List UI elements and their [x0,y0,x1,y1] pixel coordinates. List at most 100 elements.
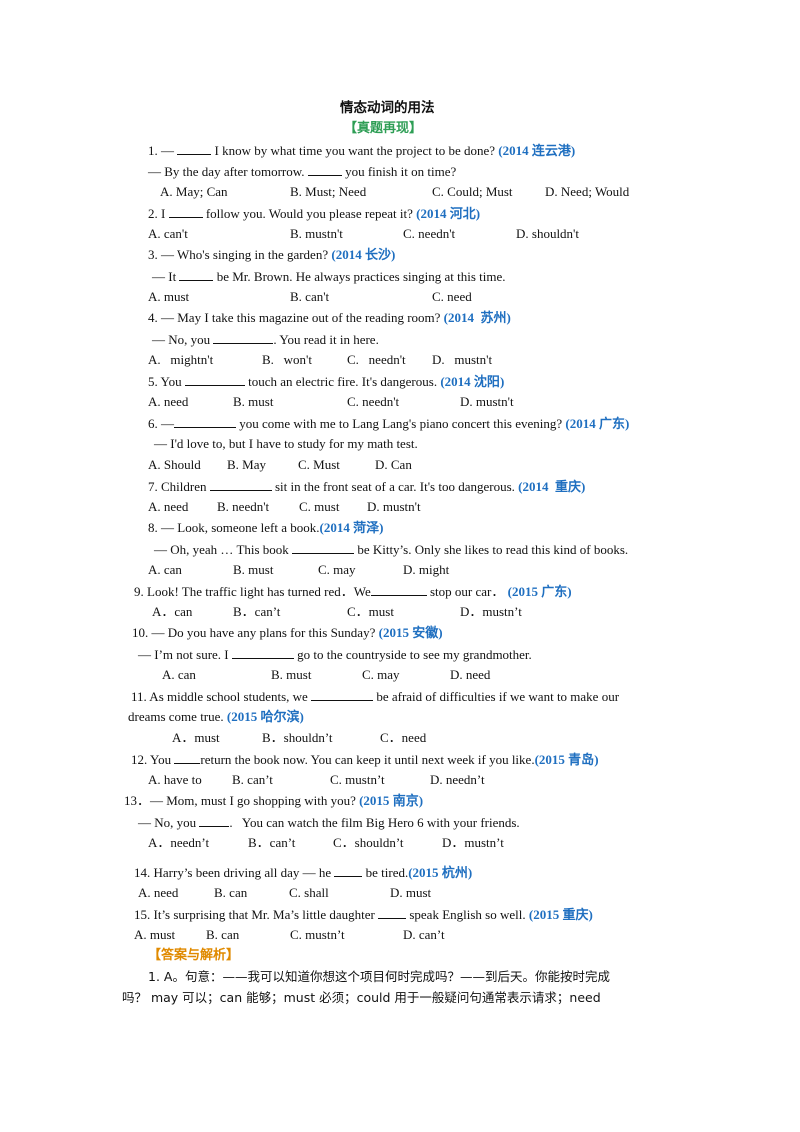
option-12a: A. have to [148,772,202,787]
source-tag: (2015 广东) [507,584,572,600]
option-6c: C. Must [298,457,340,472]
answer-blank [231,646,294,659]
question-6: 6. — you come with me to Lang Lang's pia… [148,416,630,432]
option-8a: A. can [148,562,182,577]
option-1d: D. Need; Would [545,184,630,199]
source-tag: (2015 青岛) [534,752,599,768]
question-3: 3. — Who's singing in the garden? (2014 … [148,247,396,263]
option-9a: A．can [152,604,193,619]
option-3a: A. must [148,289,190,304]
answer-blank [370,583,427,596]
option-13b: B．can’t [248,835,296,850]
question-2: 2. I follow you. Would you please repeat… [148,205,481,222]
option-10c: C. may [362,667,400,682]
answer-blank [311,688,374,701]
option-7d: D. mustn't [367,499,421,514]
answer-blank [334,864,363,877]
answer-blank [179,268,214,281]
option-12b: B. can’t [232,772,273,787]
question-13-reply: — No, you . You can watch the film Big H… [138,815,520,830]
option-3c: C. need [432,289,472,304]
source-tag: (2014 河北) [416,206,481,222]
answer-blank [168,205,203,218]
option-4a: A. mightn't [148,352,214,367]
question-3-reply: — It be Mr. Brown. He always practices s… [152,268,506,284]
option-7b: B. needn't [217,499,270,514]
source-tag: (2015 南京) [359,793,424,809]
section-heading-answers: 【答案与解析】 [148,948,240,963]
option-2c: C. needn't [403,226,456,241]
option-11a: A．must [172,730,220,745]
question-1: 1. — I know by what time you want the pr… [148,142,576,159]
option-5b: B. must [233,394,274,409]
question-1-reply: — By the day after tomorrow. you finish … [148,163,457,179]
question-15: 15. It’s surprising that Mr. Ma’s little… [134,906,593,923]
question-6-reply: — I'd love to, but I have to study for m… [154,436,418,451]
option-5c: C. needn't [347,394,400,409]
option-14d: D. must [390,885,432,900]
option-13d: D．mustn’t [442,835,504,850]
answer-blank [177,142,212,155]
source-tag: (2015 杭州) [408,865,473,881]
question-4-reply: — No, you . You read it in here. [152,331,379,347]
question-12: 12. You return the book now. You can kee… [131,751,599,768]
source-tag: (2015 哈尔滨) [226,709,304,725]
question-14: 14. Harry’s been driving all day — he be… [134,864,473,881]
option-7c: C. must [299,499,340,514]
option-8d: D. might [403,562,450,577]
source-tag: (2014 连云港) [498,143,576,159]
option-2d: D. shouldn't [516,226,580,241]
source-tag: (2014 沈阳) [440,374,505,390]
option-13a: A．needn’t [148,835,210,850]
question-8-reply: — Oh, yeah … This book be Kitty’s. Only … [154,541,629,557]
option-2a: A. can't [148,226,188,241]
option-8c: C. may [318,562,356,577]
option-11b: B．shouldn’t [262,730,333,745]
source-tag: (2014 苏州) [443,310,511,326]
source-tag: (2014 菏泽) [319,520,384,536]
option-10d: D. need [450,667,491,682]
question-11: 11. As middle school students, we be afr… [131,688,620,704]
option-6a: A. Should [148,457,201,472]
option-2b: B. mustn't [290,226,343,241]
option-5a: A. need [148,394,189,409]
answer-blank [174,751,201,764]
answer-blank [292,541,355,554]
option-11c: C．need [380,730,427,745]
answer-blank [307,163,342,176]
option-10b: B. must [271,667,312,682]
answer-line-2: 吗？ may 可以；can 能够；must 必须；could 用于一般疑问句通常… [122,990,601,1005]
question-9: 9. Look! The traffic light has turned re… [134,583,572,600]
option-12c: C. mustn’t [330,772,385,787]
option-5d: D. mustn't [460,394,514,409]
option-14a: A. need [138,885,179,900]
option-4b: B. won't [262,352,313,367]
option-12d: D. needn’t [430,772,485,787]
source-tag: (2014 重庆) [518,479,586,495]
option-9d: D．mustn’t [460,604,522,619]
option-15a: A. must [134,927,176,942]
option-1a: A. May; Can [160,184,228,199]
question-10: 10. — Do you have any plans for this Sun… [132,625,443,641]
option-1b: B. Must; Need [290,184,367,199]
source-tag: (2015 安徽) [378,625,443,641]
option-4c: C. needn't [347,352,406,367]
option-13c: C．shouldn’t [333,835,404,850]
answer-blank [213,331,274,344]
option-15c: C. mustn’t [290,927,345,942]
option-8b: B. must [233,562,274,577]
section-heading-questions: 【真题再现】 [344,121,423,136]
option-7a: A. need [148,499,189,514]
question-10-reply: — I’m not sure. I go to the countryside … [138,646,532,662]
answer-blank [209,478,272,491]
question-8: 8. — Look, someone left a book.(2014 菏泽) [148,520,384,536]
answer-line-1: 1. A。句意：——我可以知道你想这个项目何时完成吗？——到后天。你能按时完成 [148,969,610,984]
source-tag: (2014 长沙) [331,247,396,263]
answer-blank [378,906,407,919]
question-11-cont: dreams come true. (2015 哈尔滨) [128,709,304,725]
page-title: 情态动词的用法 [340,100,435,116]
option-15d: D. can’t [403,927,445,942]
question-7: 7. Children sit in the front seat of a c… [148,478,586,495]
option-9c: C．must [347,604,394,619]
